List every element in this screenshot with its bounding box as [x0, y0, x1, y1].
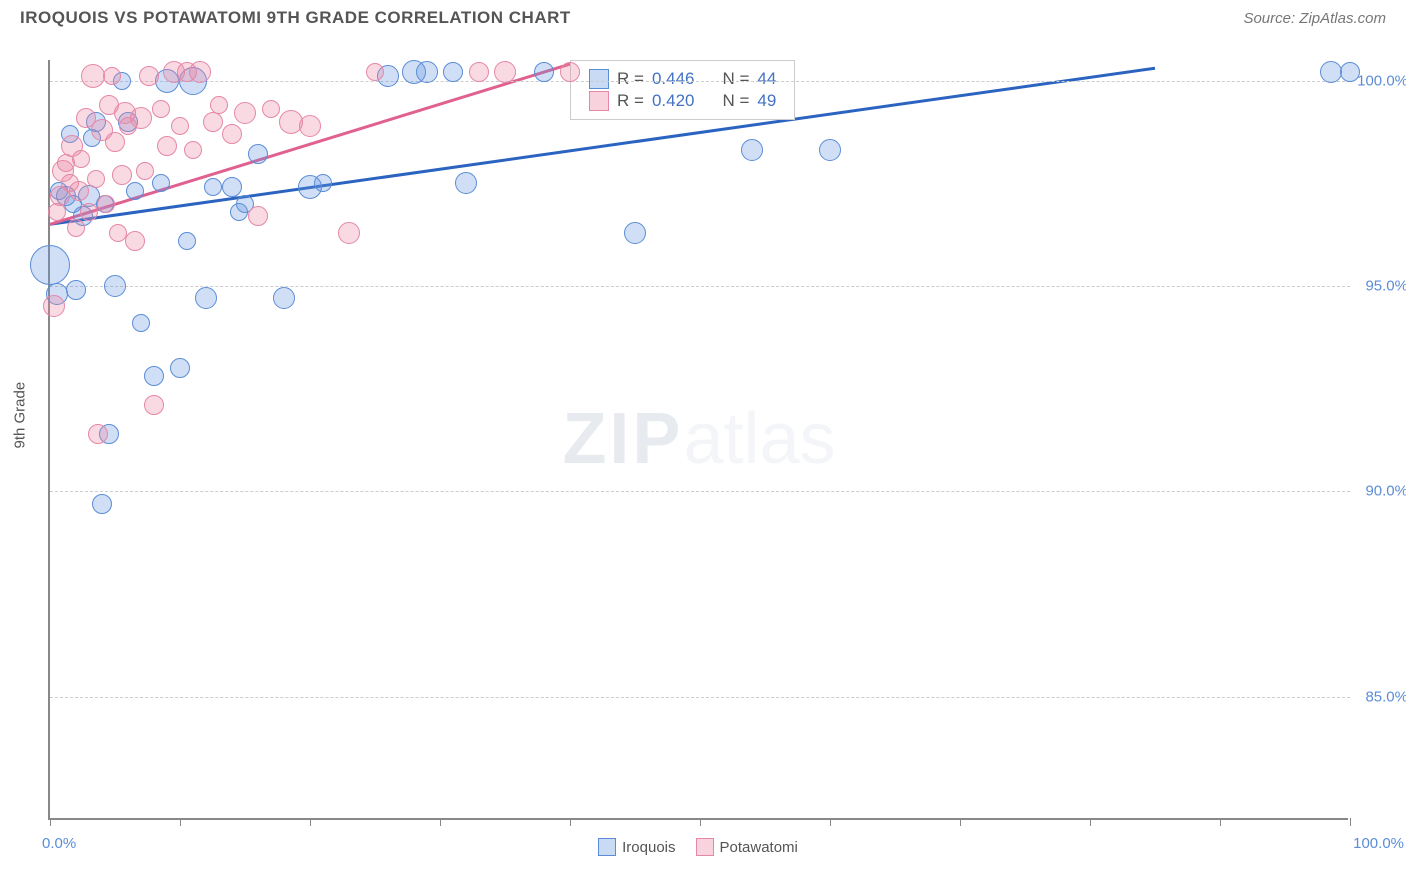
- data-point: [248, 206, 268, 226]
- data-point: [1320, 61, 1342, 83]
- data-point: [189, 61, 211, 83]
- x-tick-max: 100.0%: [1353, 835, 1404, 852]
- data-point: [30, 245, 70, 285]
- data-point: [1340, 62, 1360, 82]
- data-point: [366, 63, 384, 81]
- x-tick: [1220, 818, 1221, 826]
- y-tick-label: 90.0%: [1353, 483, 1406, 500]
- x-tick: [1090, 818, 1091, 826]
- data-point: [338, 222, 360, 244]
- trend-lines: [50, 60, 1350, 820]
- watermark: ZIPatlas: [562, 398, 835, 480]
- data-point: [48, 203, 66, 221]
- legend-row-potawatomi: R = 0.420 N = 49: [589, 91, 776, 111]
- data-point: [139, 66, 159, 86]
- data-point: [92, 494, 112, 514]
- data-point: [171, 117, 189, 135]
- data-point: [67, 219, 85, 237]
- data-point: [144, 366, 164, 386]
- data-point: [157, 136, 177, 156]
- legend-swatch-potawatomi: [589, 91, 609, 111]
- data-point: [104, 275, 126, 297]
- y-tick-label: 85.0%: [1353, 688, 1406, 705]
- data-point: [88, 424, 108, 444]
- data-point: [152, 100, 170, 118]
- x-tick: [310, 818, 311, 826]
- data-point: [416, 61, 438, 83]
- data-point: [81, 64, 105, 88]
- data-point: [204, 178, 222, 196]
- data-point: [299, 115, 321, 137]
- data-point: [126, 182, 144, 200]
- legend-item-potawatomi: Potawatomi: [696, 838, 798, 856]
- x-tick: [700, 818, 701, 826]
- data-point: [136, 162, 154, 180]
- legend-item-iroquois: Iroquois: [598, 838, 675, 856]
- series-legend: Iroquois Potawatomi: [48, 838, 1348, 856]
- y-tick-label: 95.0%: [1353, 277, 1406, 294]
- data-point: [273, 287, 295, 309]
- data-point: [184, 141, 202, 159]
- data-point: [72, 150, 90, 168]
- legend-row-iroquois: R = 0.446 N = 44: [589, 69, 776, 89]
- x-tick: [180, 818, 181, 826]
- legend-swatch-icon: [696, 838, 714, 856]
- y-tick-label: 100.0%: [1353, 72, 1406, 89]
- grid-line: [50, 81, 1350, 82]
- data-point: [178, 232, 196, 250]
- data-point: [455, 172, 477, 194]
- data-point: [130, 107, 152, 129]
- data-point: [469, 62, 489, 82]
- x-tick: [50, 818, 51, 826]
- x-tick: [960, 818, 961, 826]
- data-point: [103, 67, 121, 85]
- x-tick: [1350, 818, 1351, 826]
- chart-title: IROQUOIS VS POTAWATOMI 9TH GRADE CORRELA…: [20, 8, 571, 28]
- data-point: [234, 102, 256, 124]
- data-point: [152, 174, 170, 192]
- data-point: [534, 62, 554, 82]
- data-point: [560, 62, 580, 82]
- data-point: [132, 314, 150, 332]
- data-point: [314, 174, 332, 192]
- data-point: [125, 231, 145, 251]
- data-point: [80, 203, 98, 221]
- grid-line: [50, 286, 1350, 287]
- stats-legend: R = 0.446 N = 44 R = 0.420 N = 49: [570, 60, 795, 120]
- legend-swatch-icon: [598, 838, 616, 856]
- data-point: [144, 395, 164, 415]
- y-axis-label: 9th Grade: [12, 382, 29, 449]
- data-point: [741, 139, 763, 161]
- data-point: [43, 295, 65, 317]
- x-tick: [570, 818, 571, 826]
- data-point: [66, 280, 86, 300]
- data-point: [105, 132, 125, 152]
- chart-header: IROQUOIS VS POTAWATOMI 9TH GRADE CORRELA…: [0, 0, 1406, 36]
- x-tick: [440, 818, 441, 826]
- data-point: [170, 358, 190, 378]
- data-point: [624, 222, 646, 244]
- data-point: [819, 139, 841, 161]
- plot-region: ZIPatlas R = 0.446 N = 44 R = 0.420 N = …: [48, 60, 1348, 820]
- data-point: [210, 96, 228, 114]
- data-point: [222, 124, 242, 144]
- x-tick: [830, 818, 831, 826]
- data-point: [443, 62, 463, 82]
- data-point: [69, 181, 89, 201]
- data-point: [494, 61, 516, 83]
- data-point: [112, 165, 132, 185]
- chart-source: Source: ZipAtlas.com: [1243, 10, 1386, 27]
- data-point: [87, 170, 105, 188]
- data-point: [248, 144, 268, 164]
- grid-line: [50, 697, 1350, 698]
- data-point: [97, 195, 115, 213]
- x-tick-min: 0.0%: [42, 835, 76, 852]
- data-point: [203, 112, 223, 132]
- data-point: [262, 100, 280, 118]
- legend-swatch-iroquois: [589, 69, 609, 89]
- data-point: [195, 287, 217, 309]
- grid-line: [50, 491, 1350, 492]
- data-point: [222, 177, 242, 197]
- chart-area: ZIPatlas R = 0.446 N = 44 R = 0.420 N = …: [48, 60, 1348, 820]
